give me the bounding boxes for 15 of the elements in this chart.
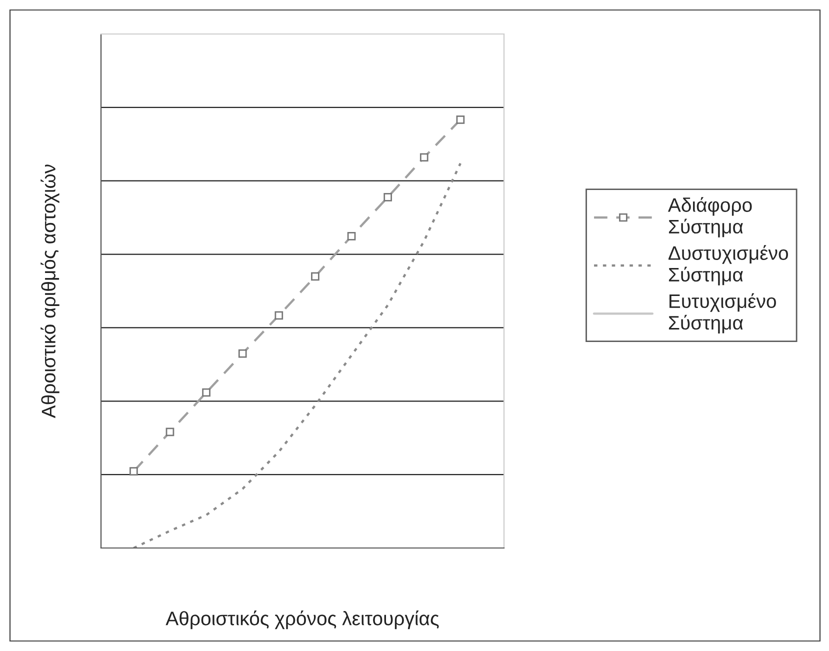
point bbox=[384, 193, 392, 202]
legend-label: Αδιάφορο Σύστημα bbox=[668, 197, 752, 238]
x-axis-title: Αθροιστικός χρόνος λειτουργίας bbox=[166, 610, 439, 630]
point bbox=[238, 349, 247, 358]
point bbox=[347, 232, 356, 240]
point bbox=[202, 388, 210, 397]
legend-label: Δυστυχισμένο Σύστημα bbox=[668, 245, 788, 286]
legend-label: Ευτυχισμένο Σύστημα bbox=[668, 293, 776, 334]
point bbox=[274, 311, 284, 320]
point bbox=[166, 428, 174, 436]
point bbox=[311, 272, 320, 281]
point bbox=[456, 116, 465, 124]
point bbox=[130, 467, 138, 476]
point bbox=[420, 153, 428, 162]
y-axis-title: Αθροιστικό αριθμός αστοχιών bbox=[40, 164, 60, 418]
